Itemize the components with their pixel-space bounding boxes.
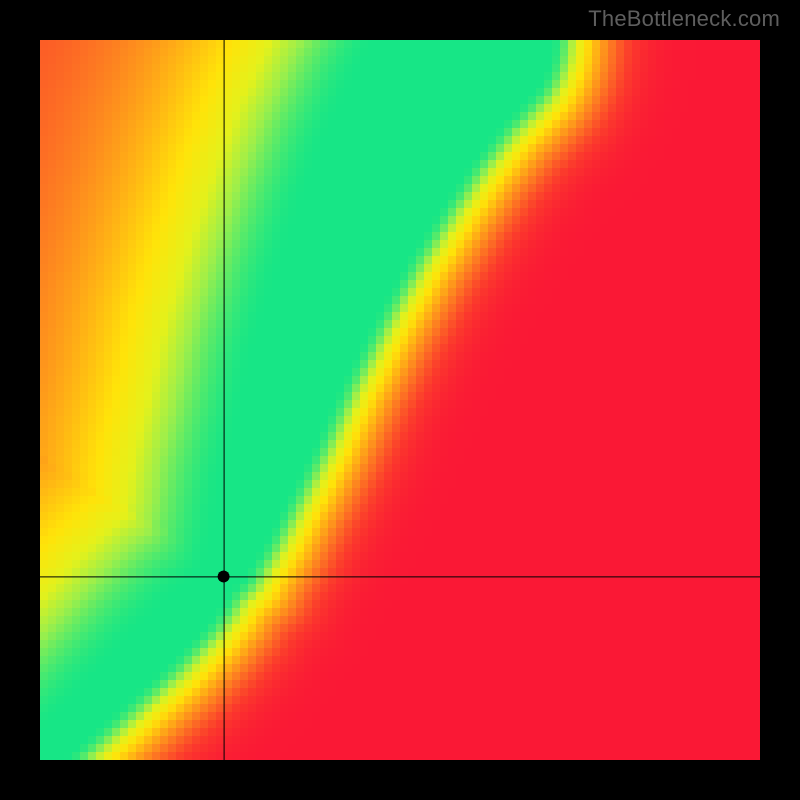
heatmap-canvas bbox=[40, 40, 760, 760]
heatmap-plot bbox=[40, 40, 760, 760]
attribution-text: TheBottleneck.com bbox=[588, 6, 780, 32]
